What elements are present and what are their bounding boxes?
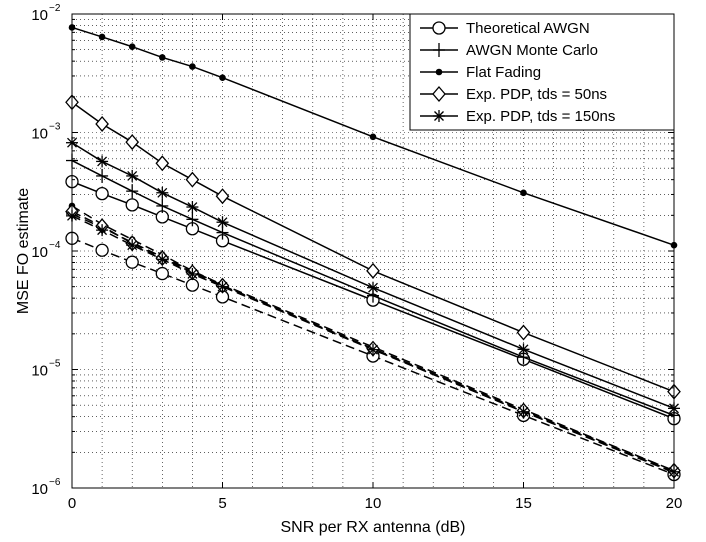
data-point-asterisk — [96, 155, 109, 168]
data-point-asterisk-d2 — [187, 269, 198, 279]
data-point-circle — [95, 243, 109, 257]
legend-item: Exp. PDP, tds = 50ns — [420, 86, 607, 103]
data-point-plus — [186, 212, 199, 227]
data-point-plus — [96, 168, 109, 183]
legend-label: Exp. PDP, tds = 50ns — [466, 86, 607, 103]
data-point-asterisk-d2 — [127, 170, 138, 181]
data-point-diamond — [155, 155, 170, 172]
data-point-asterisk-d2 — [368, 282, 378, 293]
data-point-circle — [185, 278, 200, 292]
data-point-asterisk-d2 — [127, 240, 138, 251]
data-point-asterisk-d2 — [187, 202, 198, 212]
data-point-asterisk-d2 — [97, 225, 108, 236]
data-point-dot — [98, 33, 106, 41]
legend-label: Theoretical AWGN — [466, 20, 590, 37]
data-point-diamond — [366, 262, 380, 279]
data-point-asterisk-d2 — [217, 281, 228, 292]
y-tick-exponent: −2 — [49, 3, 61, 14]
data-point-asterisk-d2 — [157, 187, 168, 198]
data-point-dot — [128, 43, 136, 50]
x-tick-label: 0 — [68, 495, 76, 512]
legend-label: Flat Fading — [466, 64, 541, 81]
legend-item: Theoretical AWGN — [420, 20, 590, 37]
data-point-asterisk-d2 — [518, 406, 529, 417]
data-point-asterisk-d2 — [217, 217, 228, 228]
data-point-asterisk — [517, 405, 530, 418]
data-point-asterisk — [126, 169, 139, 182]
legend-label: AWGN Monte Carlo — [466, 42, 598, 59]
y-tick-label: 10 — [31, 244, 48, 261]
data-point-asterisk — [216, 216, 229, 229]
y-axis-label: MSE FO estimate — [15, 188, 32, 314]
data-point-circle — [125, 255, 139, 269]
legend-label: Exp. PDP, tds = 150ns — [466, 108, 615, 125]
data-point-asterisk — [216, 280, 229, 293]
y-tick-exponent: −6 — [49, 477, 61, 488]
data-point-asterisk — [433, 110, 445, 122]
data-point-asterisk-d2 — [434, 111, 444, 121]
legend-item: Exp. PDP, tds = 150ns — [420, 108, 615, 125]
data-point-dot — [435, 68, 443, 76]
data-point-circle — [155, 266, 169, 281]
data-point-plus — [126, 184, 139, 199]
data-point-circle — [125, 198, 139, 212]
data-point-diamond — [125, 134, 140, 151]
y-tick-label: 10 — [31, 363, 48, 380]
data-point-diamond — [95, 115, 109, 132]
data-point-asterisk — [96, 224, 109, 237]
data-point-asterisk-d2 — [368, 344, 378, 355]
data-point-dot — [159, 54, 166, 61]
y-tick-exponent: −4 — [49, 240, 61, 251]
data-point-plus — [433, 43, 445, 57]
data-point-diamond — [516, 324, 531, 341]
data-point-asterisk — [156, 186, 169, 199]
data-point-circle — [95, 186, 109, 201]
legend-item: Flat Fading — [420, 64, 541, 81]
x-axis-label: SNR per RX antenna (dB) — [281, 519, 466, 536]
data-point-plus — [156, 198, 169, 213]
data-point-asterisk — [367, 343, 379, 356]
legend: Theoretical AWGN AWGN Monte Carlo Flat Fad… — [409, 13, 675, 131]
data-point-dot — [219, 74, 226, 82]
y-tick-exponent: −3 — [49, 122, 61, 133]
data-point-diamond — [215, 188, 230, 205]
data-point-asterisk-d2 — [97, 156, 108, 167]
y-tick-label: 10 — [31, 481, 48, 498]
data-point-diamond — [185, 171, 200, 188]
data-point-asterisk — [186, 267, 199, 280]
data-point-asterisk — [517, 343, 530, 356]
data-point-dot — [520, 189, 527, 197]
data-point-circle — [432, 21, 446, 35]
x-tick-label: 15 — [515, 495, 532, 512]
series-group — [65, 24, 681, 482]
data-point-asterisk — [367, 281, 379, 294]
data-point-dot — [369, 133, 377, 141]
data-point-asterisk — [186, 201, 199, 214]
series-line — [71, 205, 675, 472]
x-tick-label: 10 — [365, 495, 382, 512]
data-point-asterisk-d2 — [157, 254, 168, 265]
legend-item: AWGN Monte Carlo — [420, 42, 598, 59]
y-tick-exponent: −5 — [49, 359, 61, 370]
data-point-asterisk-d2 — [518, 344, 529, 355]
data-point-asterisk — [126, 239, 139, 252]
data-point-diamond — [432, 86, 446, 102]
data-point-asterisk — [156, 253, 169, 266]
y-tick-label: 10 — [31, 7, 48, 24]
grid — [72, 14, 674, 488]
y-tick-label: 10 — [31, 126, 48, 143]
x-tick-label: 5 — [218, 495, 226, 512]
data-point-dot — [189, 63, 196, 70]
x-tick-label: 20 — [666, 495, 683, 512]
